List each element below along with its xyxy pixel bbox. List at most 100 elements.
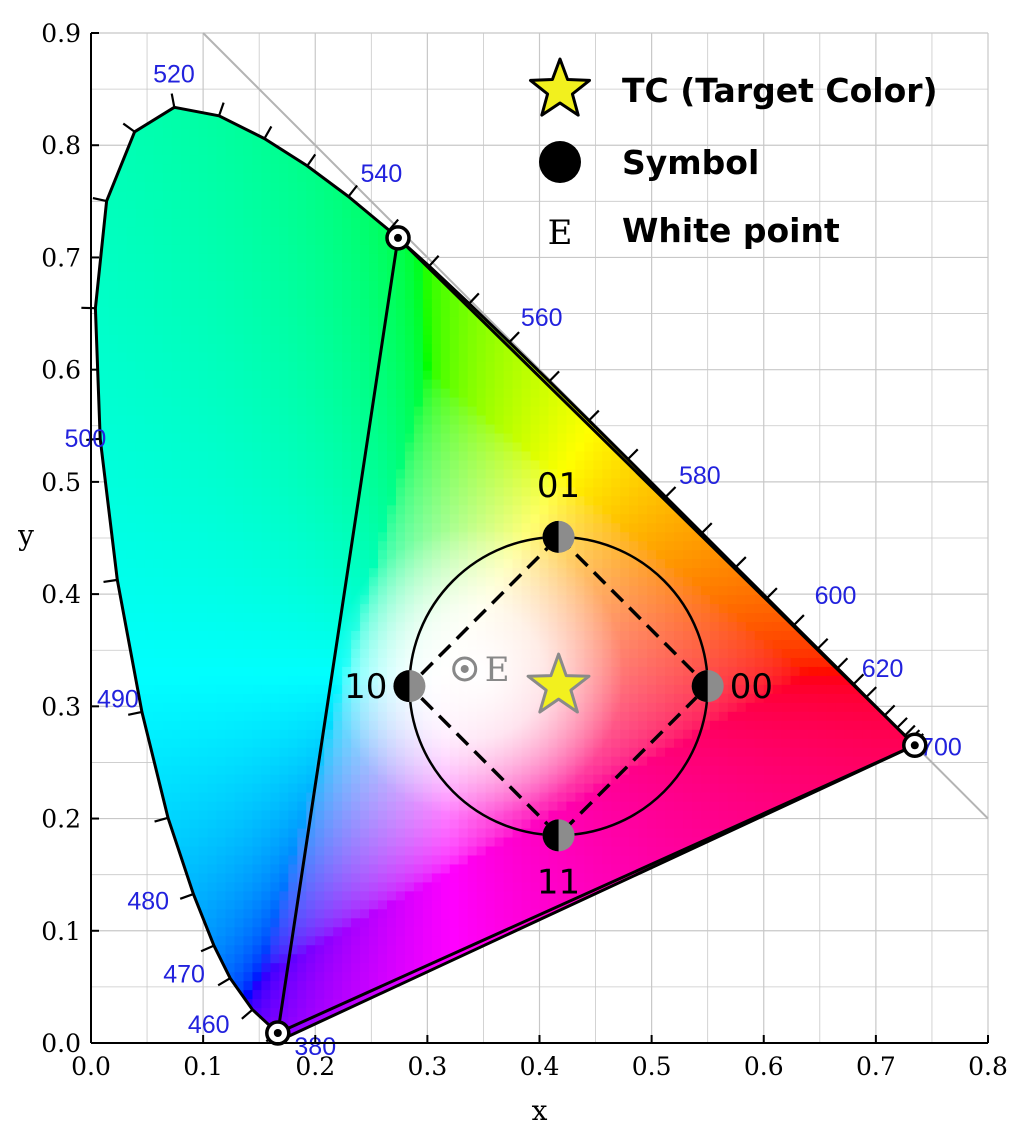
- color-cell: [225, 468, 236, 479]
- color-cell: [422, 890, 433, 901]
- color-cell: [252, 585, 263, 596]
- color-cell: [235, 82, 245, 92]
- color-cell: [440, 917, 451, 928]
- color-cell: [449, 432, 460, 443]
- color-cell: [342, 854, 353, 865]
- color-cell: [351, 297, 362, 308]
- color-cell: [458, 495, 469, 506]
- color-cell: [297, 917, 308, 928]
- color-cell: [413, 360, 424, 371]
- color-cell: [216, 845, 227, 856]
- color-cell: [198, 522, 209, 533]
- color-cell: [171, 414, 182, 425]
- color-cell: [351, 486, 362, 497]
- color-cell: [243, 926, 254, 937]
- color-cell: [485, 935, 496, 946]
- color-cell: [144, 190, 155, 201]
- color-cell: [485, 118, 496, 129]
- color-cell: [306, 872, 317, 883]
- color-cell: [395, 845, 406, 856]
- color-cell: [324, 621, 335, 632]
- color-cell: [243, 746, 254, 757]
- color-cell: [279, 297, 290, 308]
- color-cell: [207, 854, 218, 865]
- color-cell: [171, 495, 182, 506]
- color-cell: [234, 585, 245, 596]
- color-cell: [387, 324, 397, 335]
- color-cell: [306, 459, 317, 470]
- color-cell: [95, 800, 101, 811]
- color-cell: [485, 387, 496, 398]
- color-cell: [252, 486, 263, 497]
- color-cell: [135, 800, 146, 811]
- color-cell: [171, 217, 182, 228]
- color-cell: [297, 199, 308, 210]
- color-cell: [261, 971, 272, 982]
- color-cell: [485, 432, 496, 443]
- color-cell: [180, 270, 191, 281]
- color-cell: [297, 558, 308, 569]
- color-cell: [243, 252, 254, 263]
- color-cell: [378, 306, 389, 317]
- color-cell: [108, 773, 119, 784]
- color-cell: [225, 890, 236, 901]
- color-cell: [198, 495, 209, 506]
- color-cell: [207, 450, 218, 461]
- color-cell: [431, 504, 442, 515]
- color-cell: [297, 989, 308, 1000]
- color-cell: [485, 163, 496, 174]
- color-cell: [431, 908, 442, 919]
- color-cell: [270, 450, 281, 461]
- color-cell: [342, 208, 353, 219]
- color-cell: [270, 369, 281, 380]
- color-cell: [261, 935, 272, 946]
- color-cell: [315, 567, 326, 578]
- color-cell: [404, 827, 415, 838]
- color-cell: [180, 486, 191, 497]
- color-cell: [108, 279, 119, 290]
- color-cell: [135, 603, 146, 614]
- color-cell: [288, 333, 299, 344]
- color-cell: [333, 1016, 344, 1027]
- color-cell: [395, 908, 406, 919]
- color-cell: [117, 459, 128, 470]
- color-cell: [297, 270, 308, 281]
- color-cell: [270, 558, 281, 569]
- color-cell: [162, 208, 173, 219]
- color-cell: [234, 486, 245, 497]
- color-cell: [440, 378, 451, 389]
- color-cell: [180, 243, 191, 254]
- color-cell: [207, 674, 218, 685]
- color-cell: [270, 82, 280, 92]
- color-cell: [126, 468, 137, 479]
- color-cell: [180, 190, 191, 201]
- color-cell: [243, 639, 254, 649]
- color-cell: [243, 531, 254, 542]
- color-cell: [413, 890, 424, 901]
- color-cell: [99, 917, 110, 928]
- color-cell: [476, 818, 487, 829]
- color-cell: [144, 432, 155, 443]
- color-cell: [225, 243, 236, 254]
- color-cell: [458, 405, 469, 416]
- color-cell: [117, 863, 128, 874]
- color-cell: [297, 899, 308, 910]
- color-cell: [261, 827, 272, 838]
- color-cell: [243, 226, 254, 236]
- color-cell: [234, 656, 245, 667]
- color-cell: [494, 423, 505, 434]
- color-cell: [144, 163, 155, 174]
- color-cell: [369, 261, 380, 272]
- color-cell: [189, 127, 200, 138]
- color-cell: [180, 585, 191, 596]
- color-cell: [216, 342, 227, 353]
- color-cell: [189, 414, 200, 425]
- color-cell: [485, 333, 496, 344]
- color-cell: [494, 378, 505, 389]
- color-cell: [503, 854, 514, 865]
- color-cell: [252, 567, 263, 578]
- color-cell: [135, 980, 146, 991]
- color-cell: [485, 908, 496, 919]
- color-cell: [225, 288, 236, 299]
- color-cell: [324, 531, 335, 542]
